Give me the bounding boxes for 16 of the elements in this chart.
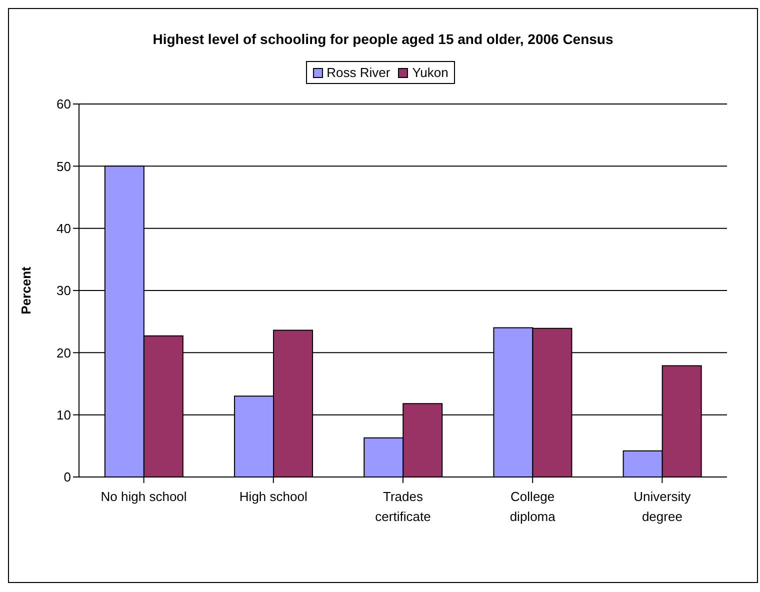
legend-label: Ross River — [326, 65, 390, 80]
y-tick-label: 0 — [64, 470, 71, 485]
y-tick-label: 40 — [56, 220, 71, 236]
y-tick-label: 50 — [56, 158, 71, 174]
y-tick-label: 10 — [56, 407, 71, 422]
x-tick-label: No high school — [100, 489, 187, 504]
y-tick-label: 30 — [56, 283, 71, 298]
x-tick-label: University degree — [634, 489, 692, 524]
y-tick-label: 60 — [56, 96, 71, 112]
legend-label: Yukon — [411, 65, 448, 80]
x-tick-label: Trades certificate — [375, 489, 431, 524]
y-tick-label: 20 — [56, 345, 71, 360]
x-tick-label: High school — [239, 489, 308, 504]
x-tick-label: College diploma — [510, 489, 556, 524]
y-axis-title: Percent — [18, 266, 34, 314]
chart-title: Highest level of schooling for people aged 15 and older, 2006 Census — [152, 30, 614, 49]
